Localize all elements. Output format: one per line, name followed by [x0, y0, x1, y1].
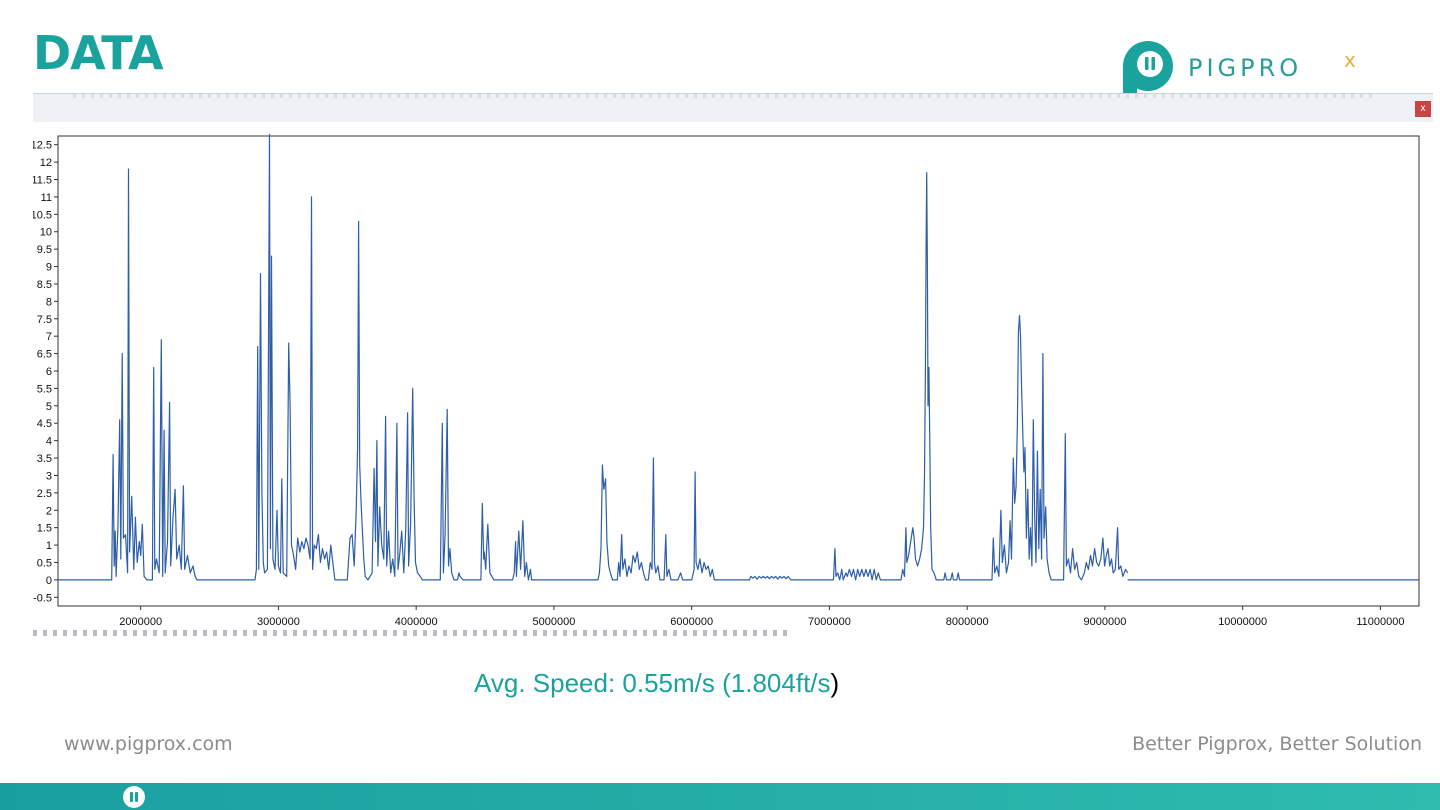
chart-window: x -0.5 0 0.5 1 1.5 2 2.5 3 3.5 4 4.5 5 5.5 6 6.5 7 7.5 8 8… [33, 93, 1433, 636]
y-tick-label: 1 [46, 540, 52, 552]
close-icon[interactable]: x [1420, 103, 1426, 114]
y-tick-label: 5 [46, 401, 52, 413]
x-tick-label: 2000000 [119, 616, 162, 628]
logo-x-mark: x [1344, 48, 1356, 72]
y-tick-label: 4.5 [37, 418, 52, 430]
x-tick-label: 4000000 [395, 616, 438, 628]
y-tick-label: 11.5 [33, 175, 52, 187]
y-tick-label: 5.5 [37, 383, 52, 395]
x-tick-label: 6000000 [670, 616, 713, 628]
y-tick-label: 4 [46, 436, 52, 448]
avg-speed-paren: ) [830, 668, 840, 698]
slide-title: DATA [33, 26, 164, 80]
pigprox-logo: PIGPRO x [1120, 38, 1380, 94]
y-tick-label: 8.5 [37, 279, 52, 291]
x-tick-label: 9000000 [1084, 616, 1127, 628]
pigprox-logo-icon [1123, 41, 1173, 94]
y-tick-label: 12 [40, 157, 52, 169]
header-noise [73, 94, 1373, 98]
y-tick-label: 3 [46, 470, 52, 482]
status-line [33, 630, 793, 636]
y-tick-label: 10 [40, 227, 52, 239]
y-tick-label: 6.5 [37, 349, 52, 361]
avg-speed: Avg. Speed: 0.55m/s (1.804ft/s) [474, 668, 839, 699]
y-tick-label: 10.5 [33, 209, 52, 221]
close-button[interactable]: x [1415, 101, 1431, 117]
x-tick-label: 3000000 [257, 616, 300, 628]
y-tick-label: 1.5 [37, 523, 52, 535]
series-line [58, 133, 1129, 581]
y-tick-label: 9.5 [37, 244, 52, 256]
y-tick-label: 2 [46, 505, 52, 517]
plot-frame [57, 135, 1420, 607]
bottom-bar [0, 783, 1440, 810]
y-tick-label: 0 [46, 575, 52, 587]
y-tick-label: 2.5 [37, 488, 52, 500]
x-tick-label: 10000000 [1218, 616, 1267, 628]
y-tick-label: 8 [46, 296, 52, 308]
footer-logo-icon [123, 786, 145, 808]
avg-speed-text: Avg. Speed: 0.55m/s (1.804ft/s [474, 668, 831, 698]
y-tick-label: 7 [46, 331, 52, 343]
y-tick-label: 7.5 [37, 314, 52, 326]
axes: -0.500.511.522.533.544.555.566.577.588.5… [33, 135, 1420, 628]
series-layer [58, 133, 1419, 581]
y-tick-label: 3.5 [37, 453, 52, 465]
y-tick-label: -0.5 [33, 592, 52, 604]
x-tick-label: 7000000 [808, 616, 851, 628]
window-header: x [33, 94, 1433, 122]
speed-chart: -0.500.511.522.533.544.555.566.577.588.5… [33, 133, 1420, 628]
y-tick-label: 0.5 [37, 557, 52, 569]
y-tick-label: 6 [46, 366, 52, 378]
y-tick-label: 9 [46, 262, 52, 274]
logo-text: PIGPRO [1188, 54, 1303, 82]
x-tick-label: 5000000 [532, 616, 575, 628]
y-tick-label: 12.5 [33, 140, 52, 152]
x-tick-label: 8000000 [946, 616, 989, 628]
y-tick-label: 11 [41, 192, 52, 204]
tagline: Better Pigprox, Better Solution [1132, 733, 1422, 755]
x-tick-label: 11000000 [1356, 616, 1404, 628]
website-link[interactable]: www.pigprox.com [64, 733, 233, 755]
